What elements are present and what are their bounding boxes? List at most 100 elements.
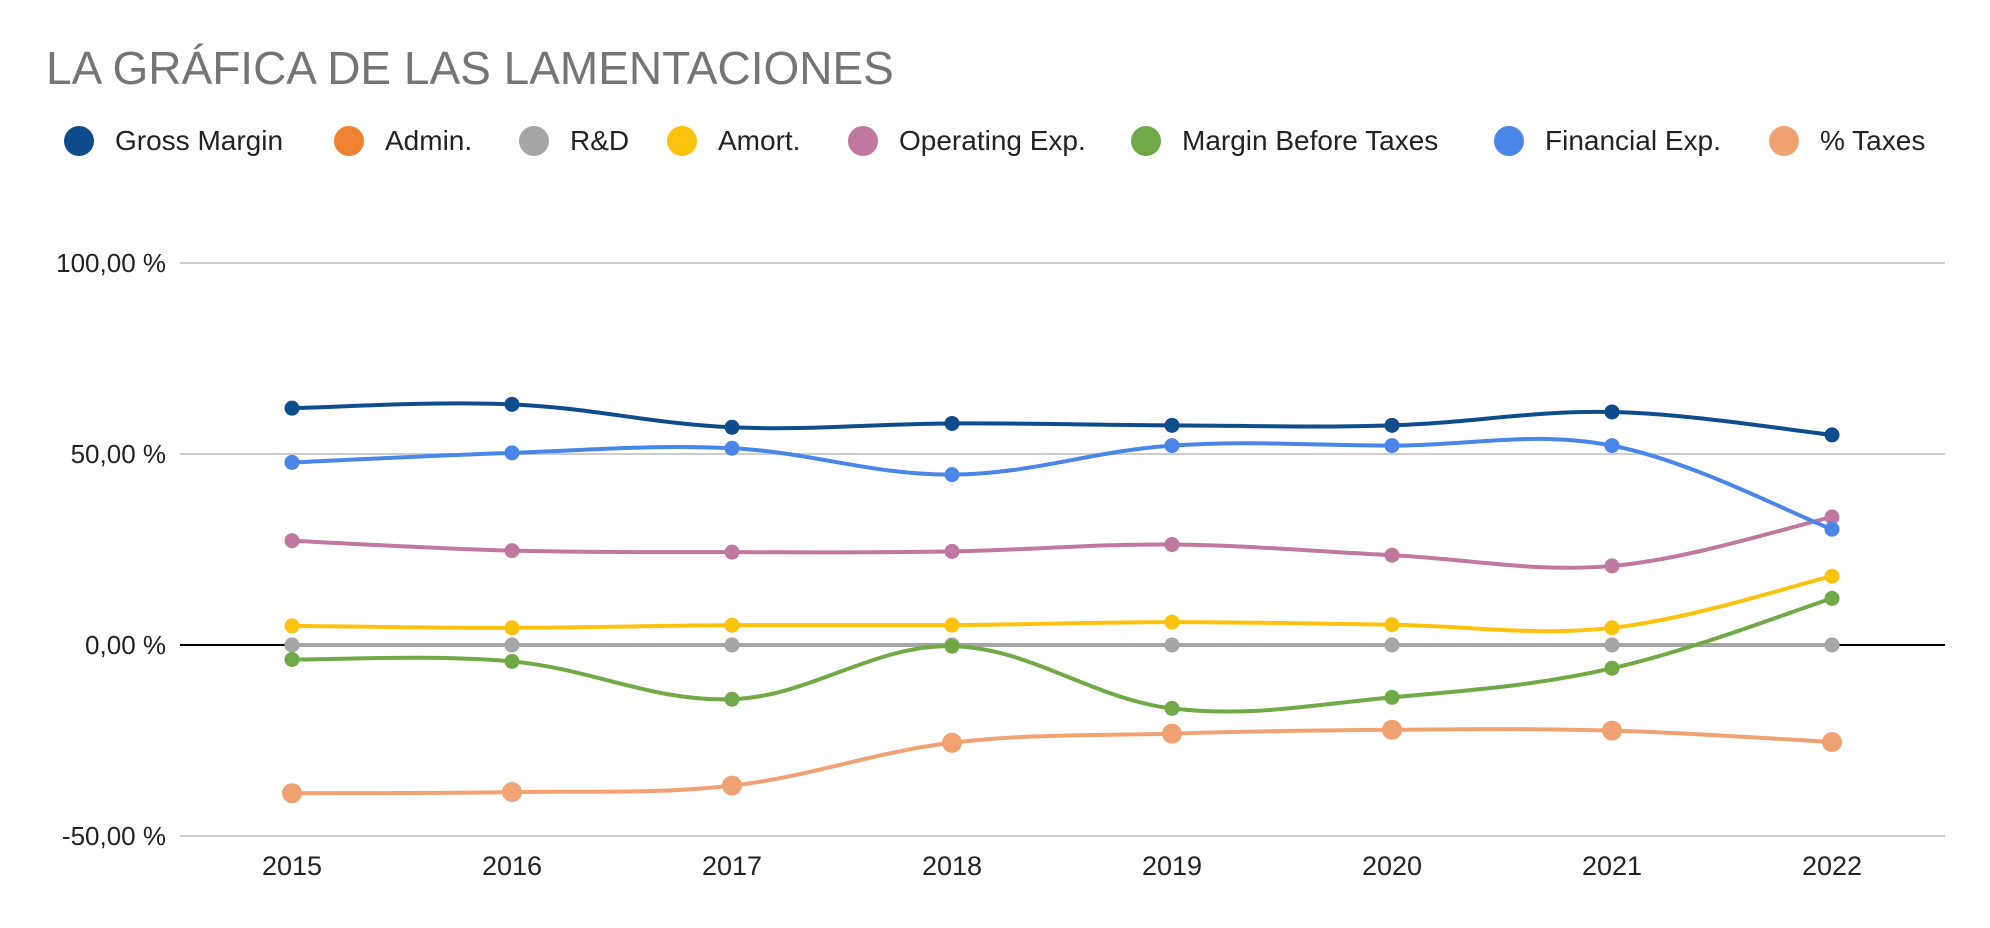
- data-point-r-d: [504, 637, 520, 653]
- legend-marker: [334, 126, 364, 156]
- legend: Gross Margin Admin. R&D Amort. Operating Exp…: [64, 125, 1925, 156]
- data-point-amort: [1384, 617, 1400, 633]
- data-point-financial-exp: [1824, 521, 1840, 537]
- data-point-margin-before-taxes: [724, 691, 740, 707]
- legend-label: R&D: [570, 125, 629, 156]
- legend-item-taxes[interactable]: % Taxes: [1769, 125, 1925, 156]
- data-point-taxes: [942, 732, 962, 753]
- chart-title: LA GRÁFICA DE LAS LAMENTACIONES: [46, 42, 894, 94]
- data-point-amort: [724, 617, 740, 633]
- data-point-gross-margin: [724, 419, 740, 435]
- legend-marker: [519, 126, 549, 156]
- series-line-financial-exp: [290, 436, 1834, 532]
- legend-label: % Taxes: [1820, 125, 1925, 156]
- legend-marker: [667, 126, 697, 156]
- x-tick-label: 2016: [482, 851, 542, 881]
- data-point-margin-before-taxes: [944, 638, 960, 654]
- data-point-taxes: [1162, 723, 1182, 744]
- data-point-r-d: [724, 637, 740, 653]
- data-point-r-d: [1384, 637, 1400, 653]
- x-tick-label: 2015: [262, 851, 322, 881]
- data-point-gross-margin: [1604, 404, 1620, 420]
- y-tick-label: 100,00 %: [56, 248, 166, 278]
- data-point-operating-exp: [1164, 537, 1180, 553]
- data-point-financial-exp: [504, 445, 520, 461]
- x-tick-label: 2021: [1582, 851, 1642, 881]
- legend-item-financial-exp[interactable]: Financial Exp.: [1494, 125, 1721, 156]
- data-point-operating-exp: [944, 543, 960, 559]
- data-point-r-d: [284, 637, 300, 653]
- data-point-margin-before-taxes: [1164, 700, 1180, 716]
- data-point-operating-exp: [1604, 558, 1620, 574]
- data-point-gross-margin: [1824, 427, 1840, 443]
- legend-marker: [64, 126, 94, 156]
- x-axis: 2015 2016 2017 2018 2019 2020 2021 2022: [262, 851, 1862, 881]
- data-point-gross-margin: [1384, 417, 1400, 433]
- data-point-amort: [284, 618, 300, 634]
- data-point-gross-margin: [944, 415, 960, 431]
- data-point-margin-before-taxes: [1824, 590, 1840, 606]
- data-point-r-d: [1824, 637, 1840, 653]
- x-tick-label: 2020: [1362, 851, 1422, 881]
- series-lines: [290, 401, 1834, 796]
- data-point-amort: [1604, 620, 1620, 636]
- legend-item-admin[interactable]: Admin.: [334, 125, 472, 156]
- data-point-gross-margin: [284, 400, 300, 416]
- series-line-margin-before-taxes: [290, 596, 1834, 714]
- data-point-financial-exp: [284, 454, 300, 470]
- legend-item-r-d[interactable]: R&D: [519, 125, 629, 156]
- data-point-operating-exp: [284, 533, 300, 549]
- data-point-taxes: [1382, 719, 1402, 740]
- x-tick-label: 2017: [702, 851, 762, 881]
- data-point-operating-exp: [1384, 547, 1400, 563]
- legend-label: Financial Exp.: [1545, 125, 1721, 156]
- x-tick-label: 2018: [922, 851, 982, 881]
- legend-marker: [1131, 126, 1161, 156]
- data-point-financial-exp: [1164, 438, 1180, 454]
- series-line-operating-exp: [290, 515, 1834, 570]
- legend-label: Admin.: [385, 125, 472, 156]
- legend-item-operating-exp[interactable]: Operating Exp.: [848, 125, 1086, 156]
- legend-label: Margin Before Taxes: [1182, 125, 1438, 156]
- x-tick-label: 2022: [1802, 851, 1862, 881]
- y-tick-label: 50,00 %: [71, 439, 166, 469]
- data-point-operating-exp: [504, 543, 520, 559]
- legend-item-gross-margin[interactable]: Gross Margin: [64, 125, 283, 156]
- data-point-r-d: [1164, 637, 1180, 653]
- legend-item-amort[interactable]: Amort.: [667, 125, 800, 156]
- data-point-financial-exp: [1384, 438, 1400, 454]
- legend-label: Gross Margin: [115, 125, 283, 156]
- legend-marker: [1769, 126, 1799, 156]
- data-point-margin-before-taxes: [1384, 689, 1400, 705]
- data-point-operating-exp: [724, 544, 740, 560]
- data-point-margin-before-taxes: [504, 653, 520, 669]
- legend-label: Operating Exp.: [899, 125, 1086, 156]
- data-point-taxes: [502, 782, 522, 803]
- y-tick-label: -50,00 %: [62, 821, 166, 851]
- data-point-r-d: [1604, 637, 1620, 653]
- data-point-financial-exp: [724, 440, 740, 456]
- series-line-gross-margin: [290, 401, 1834, 437]
- legend-label: Amort.: [718, 125, 800, 156]
- series-points: [282, 396, 1842, 804]
- legend-item-margin-before-taxes[interactable]: Margin Before Taxes: [1131, 125, 1438, 156]
- y-axis: 100,00 % 50,00 % 0,00 % -50,00 %: [56, 248, 166, 851]
- data-point-amort: [1824, 568, 1840, 584]
- data-point-taxes: [1822, 732, 1842, 753]
- data-point-amort: [1164, 614, 1180, 630]
- legend-marker: [848, 126, 878, 156]
- data-point-financial-exp: [1604, 438, 1620, 454]
- data-point-amort: [504, 620, 520, 636]
- series-line-amort: [290, 574, 1834, 634]
- data-point-operating-exp: [1824, 509, 1840, 525]
- data-point-taxes: [282, 783, 302, 804]
- data-point-financial-exp: [944, 467, 960, 483]
- data-point-gross-margin: [1164, 417, 1180, 433]
- data-point-taxes: [722, 775, 742, 796]
- data-point-gross-margin: [504, 396, 520, 412]
- series-line-taxes: [290, 727, 1834, 796]
- y-tick-label: 0,00 %: [85, 630, 166, 660]
- data-point-margin-before-taxes: [1604, 660, 1620, 676]
